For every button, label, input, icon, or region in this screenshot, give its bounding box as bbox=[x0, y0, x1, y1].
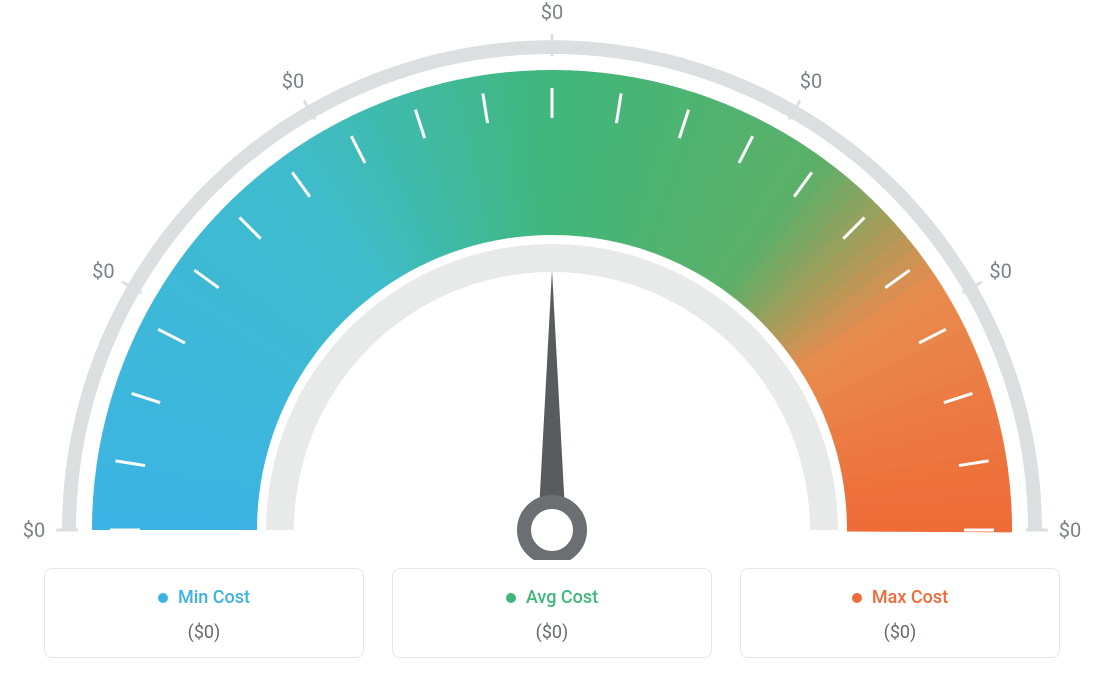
gauge-chart: $0 $0 $0 $0 $0 $0 $0 bbox=[0, 0, 1104, 560]
legend-card-max: Max Cost ($0) bbox=[740, 568, 1060, 658]
legend-label-max: Max Cost bbox=[872, 587, 948, 608]
legend-value-max: ($0) bbox=[751, 622, 1049, 643]
gauge-tick-label: $0 bbox=[800, 69, 822, 93]
gauge-tick-label: $0 bbox=[541, 0, 563, 24]
legend-title-max: Max Cost bbox=[852, 587, 948, 608]
gauge-tick-label: $0 bbox=[1059, 518, 1081, 542]
gauge-tick-label: $0 bbox=[92, 259, 114, 283]
legend-dot-min bbox=[158, 593, 168, 603]
gauge-tick-label: $0 bbox=[989, 259, 1011, 283]
legend-card-avg: Avg Cost ($0) bbox=[392, 568, 712, 658]
legend-title-avg: Avg Cost bbox=[506, 587, 598, 608]
gauge-tick-label: $0 bbox=[23, 518, 45, 542]
legend-value-min: ($0) bbox=[55, 622, 353, 643]
legend-dot-avg bbox=[506, 593, 516, 603]
gauge-tick-label: $0 bbox=[282, 69, 304, 93]
legend-row: Min Cost ($0) Avg Cost ($0) Max Cost ($0… bbox=[0, 568, 1104, 658]
legend-card-min: Min Cost ($0) bbox=[44, 568, 364, 658]
legend-dot-max bbox=[852, 593, 862, 603]
legend-label-min: Min Cost bbox=[178, 587, 250, 608]
legend-label-avg: Avg Cost bbox=[526, 587, 598, 608]
legend-value-avg: ($0) bbox=[403, 622, 701, 643]
legend-title-min: Min Cost bbox=[158, 587, 250, 608]
gauge-svg bbox=[0, 0, 1104, 560]
